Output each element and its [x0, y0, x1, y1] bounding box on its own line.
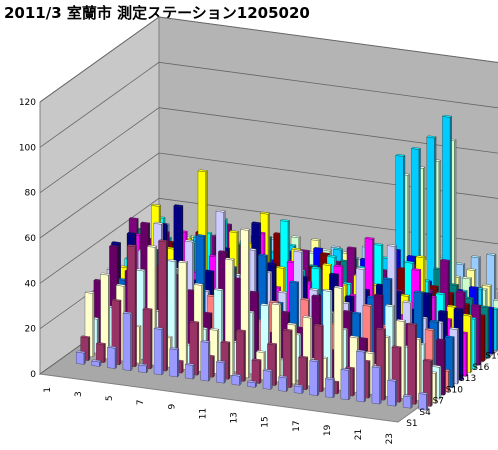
bar: [324, 377, 335, 399]
bar: [142, 307, 153, 370]
series-label: S4: [419, 408, 431, 418]
bar: [371, 365, 382, 405]
chart-title: 2011/3 室蘭市 測定ステーション1205020: [4, 4, 310, 22]
x-tick-label: 1: [43, 387, 53, 393]
bar: [138, 363, 149, 374]
y-tick-label: 60: [25, 234, 37, 244]
bar: [178, 260, 189, 370]
x-tick-label: 5: [105, 395, 115, 401]
y-tick-label: 0: [30, 370, 36, 380]
bar: [407, 322, 418, 405]
bar: [356, 349, 367, 403]
bar: [418, 391, 429, 411]
x-tick-label: 3: [74, 391, 84, 397]
bar: [262, 368, 273, 390]
y-tick-label: 20: [25, 325, 37, 335]
y-tick-label: 100: [19, 143, 36, 153]
bar: [282, 328, 293, 389]
x-tick-label: 21: [354, 429, 364, 440]
bar: [215, 360, 226, 384]
bar: [309, 359, 320, 397]
bar: [75, 350, 86, 365]
bar: [235, 329, 246, 382]
x-tick-label: 7: [136, 400, 146, 406]
series-label: S13: [459, 374, 476, 384]
bar: [387, 378, 398, 407]
gridline: [39, 61, 498, 148]
bar: [200, 340, 211, 382]
bar: [189, 320, 200, 376]
bar: [106, 345, 118, 369]
x-tick-label: 9: [167, 403, 177, 409]
series-label: S16: [472, 363, 489, 373]
gridline: [39, 16, 498, 103]
bar: [278, 375, 289, 392]
chart-bars: [75, 114, 498, 411]
bar: [251, 358, 262, 384]
y-tick-label: 40: [25, 279, 37, 289]
bar: [91, 359, 102, 367]
series-label: S19: [485, 352, 498, 362]
x-tick-label: 23: [385, 433, 395, 444]
bar: [293, 384, 304, 394]
gridline: [39, 107, 498, 193]
bar: [231, 373, 242, 386]
bar: [247, 380, 258, 388]
bar: [402, 394, 413, 409]
bar: [95, 342, 106, 364]
bar: [184, 362, 195, 380]
y-tick-label: 80: [25, 189, 37, 199]
x-tick-label: 17: [292, 420, 302, 431]
y-tick-label: 120: [19, 98, 36, 108]
bar: [153, 327, 164, 376]
bar: [100, 272, 111, 360]
x-tick-label: 11: [198, 408, 208, 419]
x-tick-label: 19: [323, 424, 333, 436]
bar: [122, 311, 133, 372]
bar: [169, 347, 180, 378]
bar: [298, 355, 309, 391]
series-label: S1: [406, 419, 417, 429]
bar: [240, 227, 251, 379]
x-tick-label: 15: [261, 416, 271, 427]
x-tick-label: 13: [230, 412, 240, 423]
series-label: S10: [446, 385, 463, 395]
bar: [340, 367, 351, 401]
series-label: S7: [433, 397, 444, 407]
